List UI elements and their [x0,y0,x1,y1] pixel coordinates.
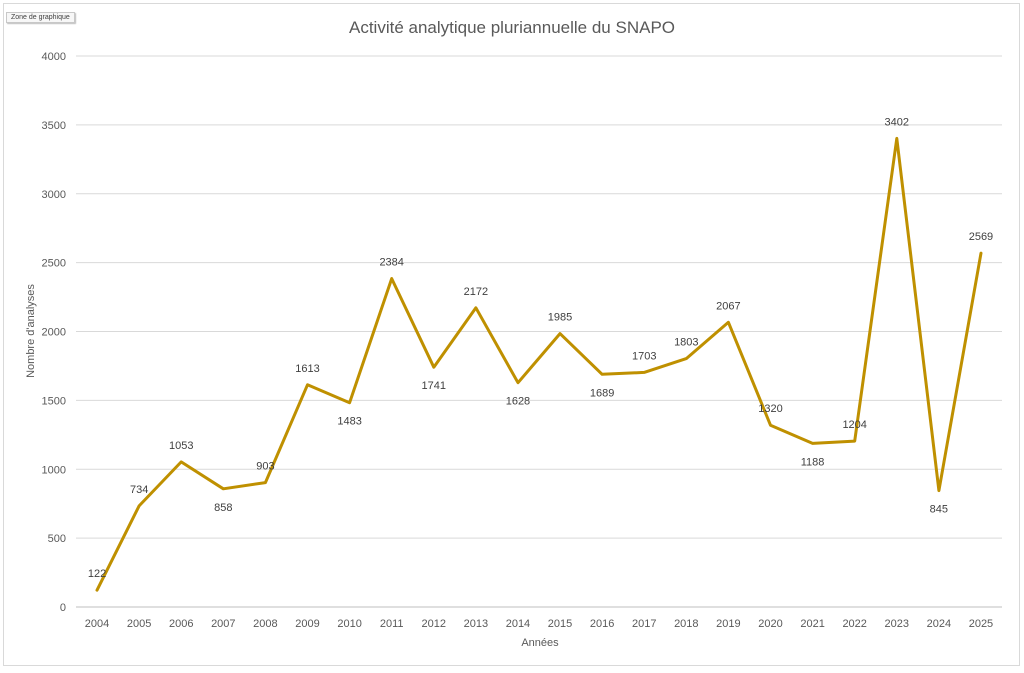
y-tick-label: 4000 [42,51,66,63]
series-line [95,136,983,592]
x-tick-label: 2013 [464,618,488,630]
data-label: 1628 [506,396,530,408]
data-label: 2384 [379,257,403,269]
data-label: 1741 [422,380,446,392]
y-tick-label: 2000 [42,327,66,339]
x-tick-label: 2012 [422,618,446,630]
y-tick-label: 3000 [42,189,66,201]
chart-area [3,3,1020,666]
data-label: 122 [88,568,106,580]
data-label: 1613 [295,363,319,375]
data-label: 1689 [590,387,614,399]
x-tick-label: 2015 [548,618,572,630]
x-tick-label: 2025 [969,618,993,630]
x-tick-label: 2010 [337,618,361,630]
chart-title: Activité analytique pluriannuelle du SNA… [349,18,675,37]
x-tick-label: 2005 [127,618,151,630]
y-tick-label: 3500 [42,120,66,132]
data-label: 1188 [801,456,825,468]
data-label: 1320 [758,403,782,415]
y-tick-label: 1500 [42,395,66,407]
y-axis-label: Nombre d'analyses [25,284,37,378]
data-label: 2067 [716,300,740,312]
y-axis-ticks: 0 500 1000 1500 2000 2500 3000 3500 4000 [42,51,66,614]
data-label: 1053 [169,440,193,452]
data-label: 1204 [842,419,866,431]
x-tick-label: 2019 [716,618,740,630]
x-tick-label: 2021 [800,618,824,630]
x-tick-label: 2011 [380,618,404,630]
x-tick-label: 2009 [295,618,319,630]
data-label: 1483 [337,416,361,428]
chart-zone-tooltip: Zone de graphique [6,12,75,23]
data-label: 1703 [632,350,656,362]
data-label: 734 [130,484,148,496]
data-label: 2569 [969,231,993,243]
x-tick-label: 2014 [506,618,530,630]
y-tick-label: 2500 [42,258,66,270]
data-label: 3402 [885,116,909,128]
data-label: 1985 [548,312,572,324]
data-label: 2172 [464,286,488,298]
x-tick-label: 2018 [674,618,698,630]
x-tick-label: 2008 [253,618,277,630]
y-tick-label: 500 [48,533,66,545]
x-tick-label: 2007 [211,618,235,630]
x-tick-label: 2024 [927,618,951,630]
x-axis-label: Années [521,637,559,649]
x-tick-label: 2020 [758,618,782,630]
x-axis-ticks: 2004 2005 2006 2007 2008 2009 2010 2011 2012 2013… [85,618,993,630]
x-tick-label: 2023 [885,618,909,630]
x-tick-label: 2022 [842,618,866,630]
data-label: 903 [256,461,274,473]
y-tick-label: 0 [60,602,66,614]
x-tick-label: 2017 [632,618,656,630]
data-label: 845 [930,504,948,516]
data-label: 1803 [674,337,698,349]
data-label: 858 [214,502,232,514]
x-tick-label: 2016 [590,618,614,630]
y-tick-label: 1000 [42,464,66,476]
gridlines [76,55,1002,608]
x-tick-label: 2004 [85,618,109,630]
data-labels: 122 734 1053 858 903 1613 1483 2384 1741 2172 1628… [88,116,993,580]
x-tick-label: 2006 [169,618,193,630]
